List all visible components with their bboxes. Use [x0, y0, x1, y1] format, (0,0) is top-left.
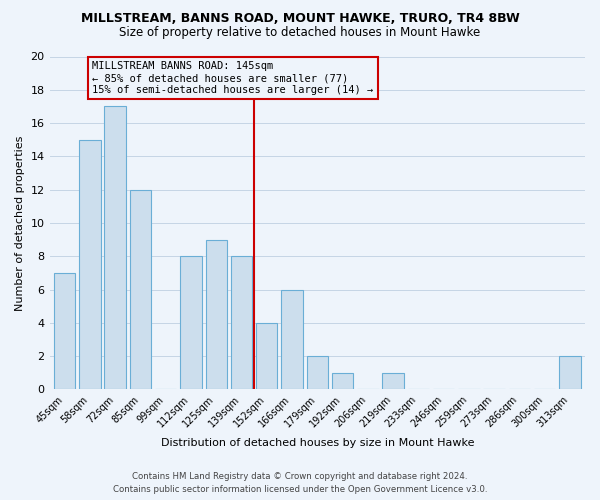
Bar: [231, 256, 252, 390]
Text: MILLSTREAM, BANNS ROAD, MOUNT HAWKE, TRURO, TR4 8BW: MILLSTREAM, BANNS ROAD, MOUNT HAWKE, TRU…: [80, 12, 520, 26]
Bar: [382, 372, 404, 390]
Bar: [180, 256, 202, 390]
Text: MILLSTREAM BANNS ROAD: 145sqm
← 85% of detached houses are smaller (77)
15% of s: MILLSTREAM BANNS ROAD: 145sqm ← 85% of d…: [92, 62, 374, 94]
Bar: [104, 106, 126, 390]
Bar: [332, 372, 353, 390]
Bar: [79, 140, 101, 390]
Y-axis label: Number of detached properties: Number of detached properties: [15, 136, 25, 310]
X-axis label: Distribution of detached houses by size in Mount Hawke: Distribution of detached houses by size …: [161, 438, 474, 448]
Bar: [281, 290, 303, 390]
Bar: [559, 356, 581, 390]
Text: Contains HM Land Registry data © Crown copyright and database right 2024.
Contai: Contains HM Land Registry data © Crown c…: [113, 472, 487, 494]
Bar: [54, 273, 76, 390]
Bar: [206, 240, 227, 390]
Bar: [307, 356, 328, 390]
Bar: [130, 190, 151, 390]
Text: Size of property relative to detached houses in Mount Hawke: Size of property relative to detached ho…: [119, 26, 481, 39]
Bar: [256, 323, 277, 390]
